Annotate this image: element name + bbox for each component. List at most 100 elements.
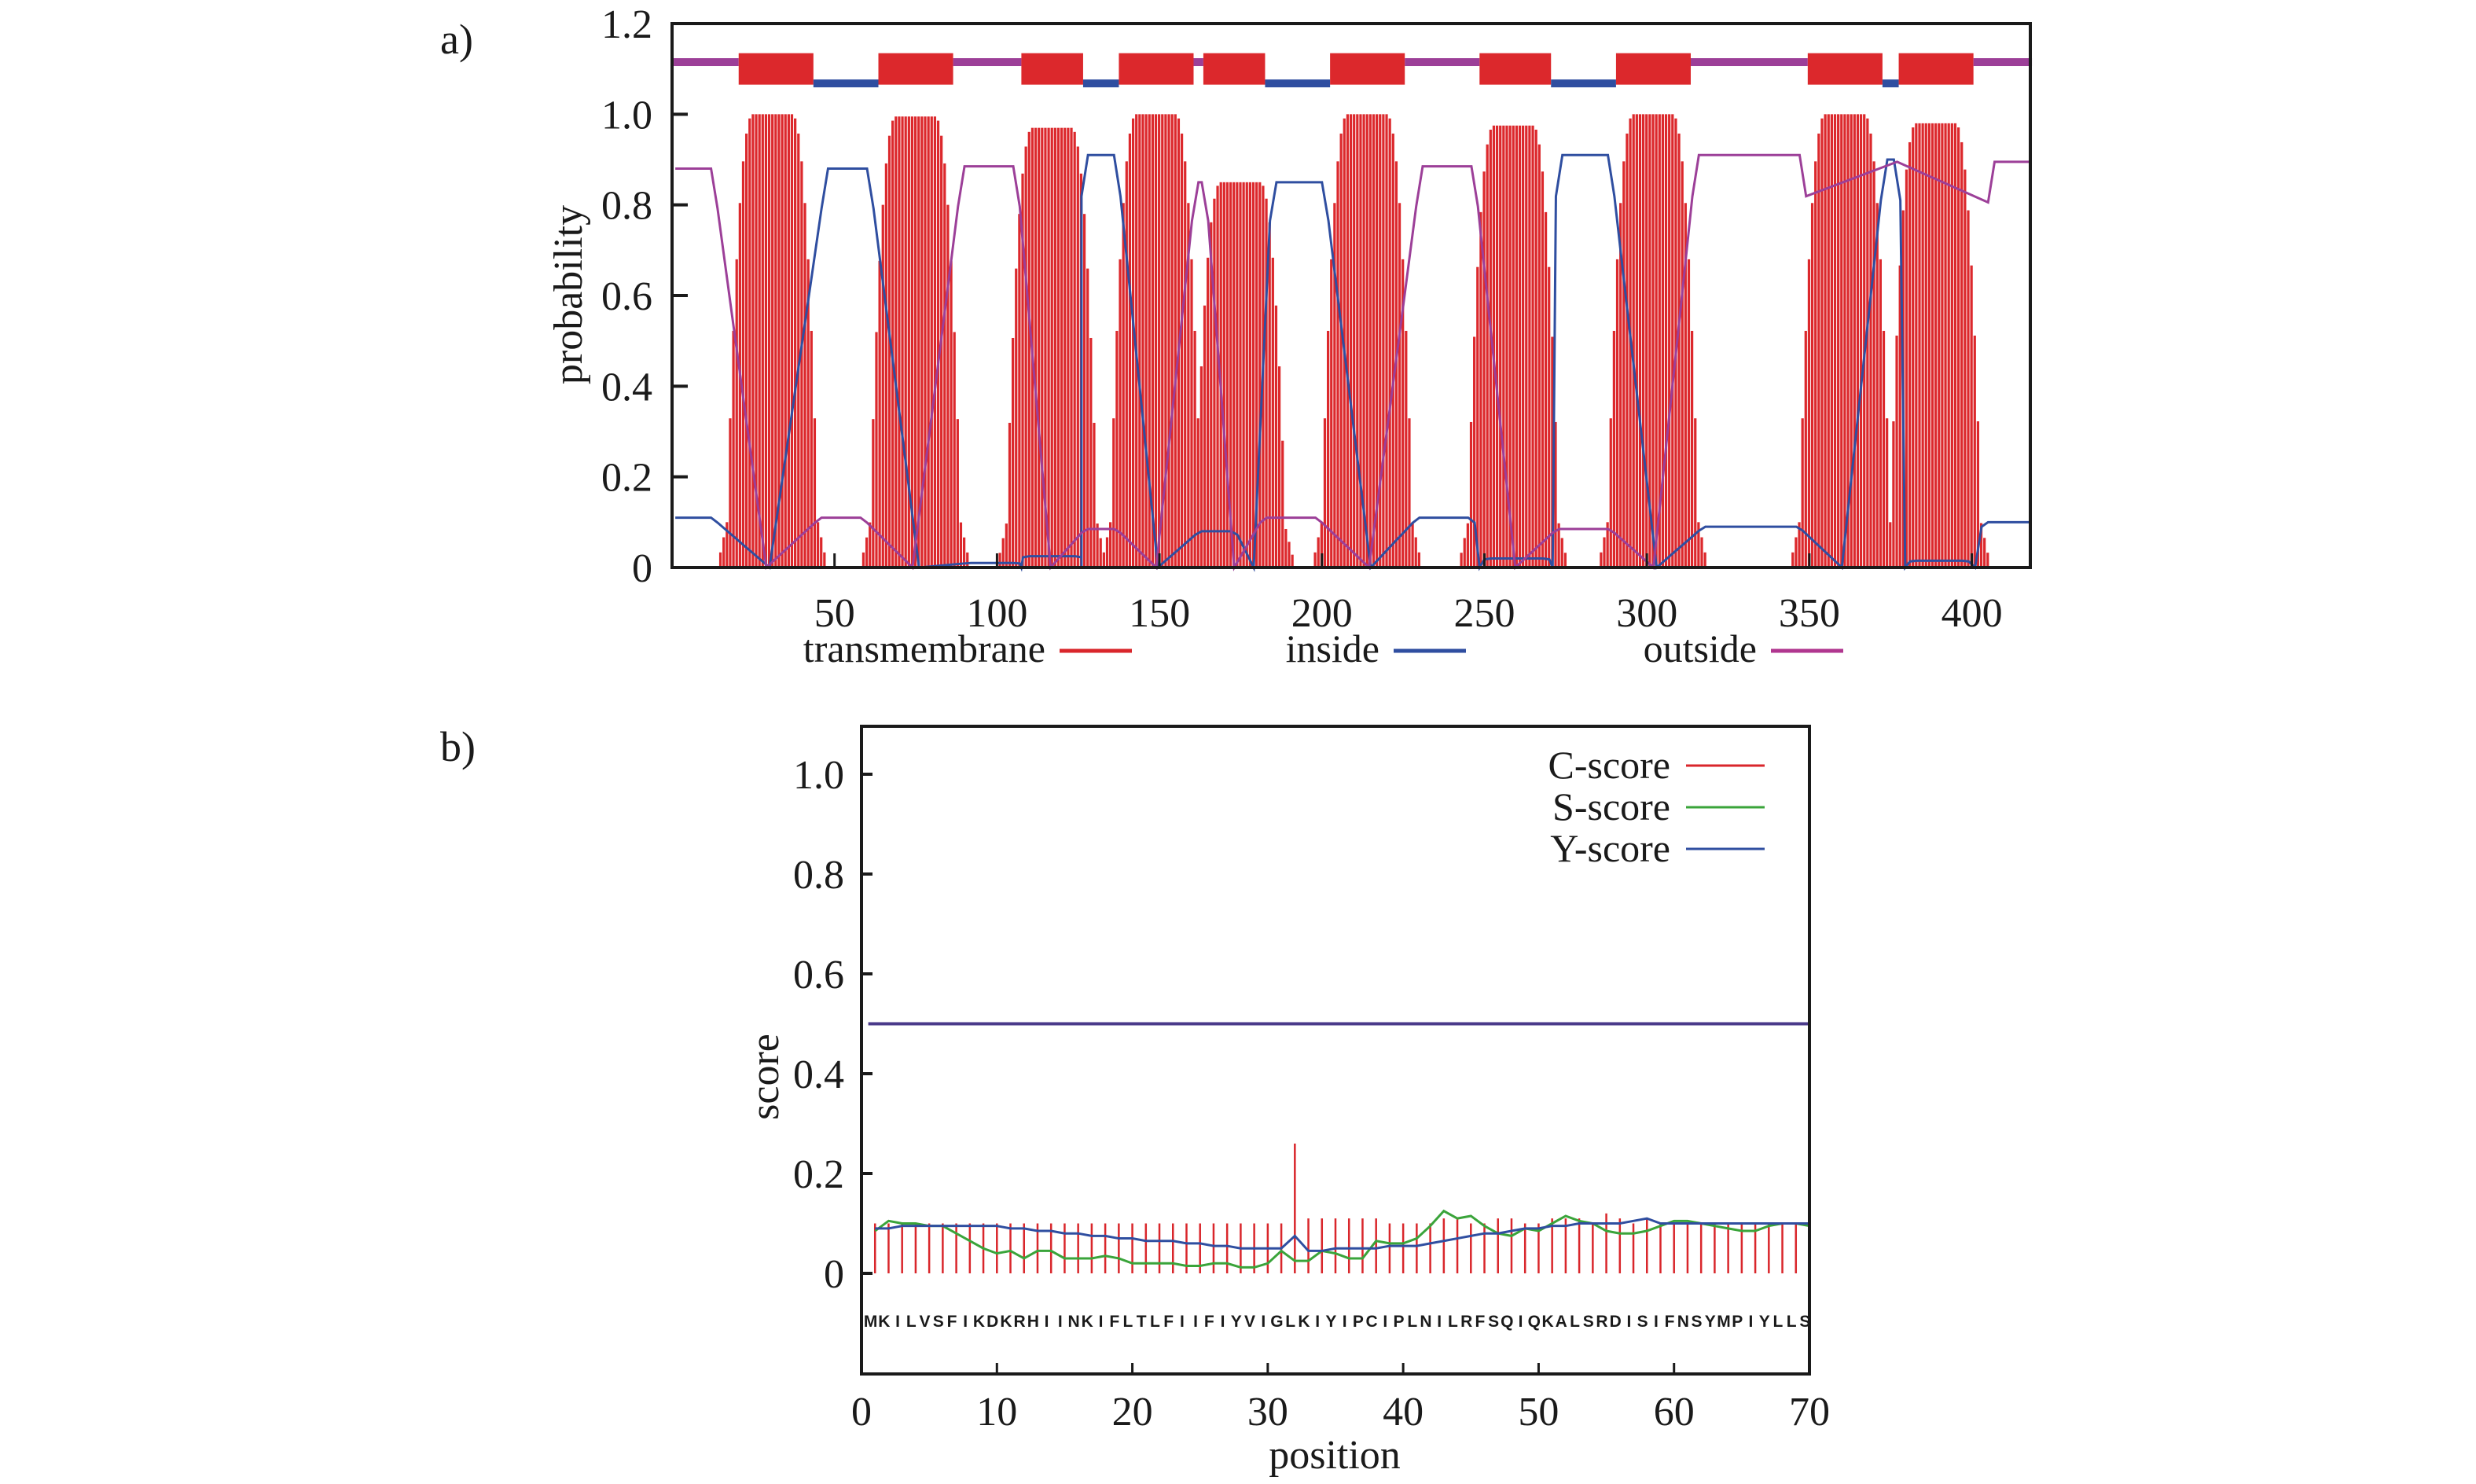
- tm-bar: [1515, 125, 1518, 568]
- sequence-residue: I: [1221, 1313, 1225, 1331]
- tm-bar: [966, 552, 969, 568]
- tm-bar: [735, 259, 738, 568]
- topology-segment-outside: [674, 58, 739, 67]
- tm-bar: [1664, 114, 1668, 568]
- legend-label-inside: inside: [1286, 626, 1379, 670]
- sequence-residue: R: [1460, 1313, 1472, 1331]
- tm-bar: [1330, 259, 1333, 568]
- tm-bar: [1021, 173, 1024, 568]
- tm-bar: [1346, 114, 1350, 568]
- tm-bar: [1924, 123, 1927, 568]
- tm-bar: [1158, 114, 1161, 568]
- tm-bar: [1820, 118, 1824, 568]
- topology-segment-transmembrane: [1898, 53, 1974, 85]
- tm-bar: [1934, 123, 1938, 568]
- tm-bar: [1810, 203, 1814, 568]
- tm-bar: [1791, 552, 1795, 568]
- tm-bar: [1795, 537, 1798, 568]
- topology-segment-transmembrane: [1021, 53, 1083, 85]
- x-tick-label-b: 30: [1247, 1390, 1288, 1434]
- tm-bar: [1398, 203, 1401, 568]
- panel-label-b: b): [440, 723, 476, 770]
- sequence-residue: A: [1556, 1313, 1567, 1331]
- sequence-residue: L: [1787, 1313, 1797, 1331]
- tm-bar: [1112, 418, 1115, 568]
- tm-bar: [884, 163, 887, 568]
- tm-bar: [755, 114, 758, 568]
- tm-bar: [1203, 305, 1207, 568]
- tm-bar: [1141, 114, 1144, 568]
- tm-bar: [1541, 171, 1545, 568]
- x-axis-title-b: position: [1269, 1433, 1401, 1478]
- tm-bar: [1131, 118, 1135, 568]
- sequence-residue: Y: [1231, 1313, 1242, 1331]
- tm-bar: [1463, 538, 1466, 568]
- sequence-residue: L: [906, 1313, 917, 1331]
- tm-bar: [820, 537, 823, 568]
- tm-bar: [1053, 127, 1056, 568]
- tm-bar: [813, 418, 817, 568]
- tm-bar: [1522, 125, 1525, 568]
- tm-bar: [1365, 114, 1368, 568]
- sequence-residue: R: [1596, 1313, 1607, 1331]
- tm-bar: [1528, 125, 1531, 568]
- tm-bar: [761, 114, 764, 568]
- tm-bar: [1376, 114, 1379, 568]
- tm-bar: [869, 522, 872, 568]
- sequence-residue: K: [1298, 1313, 1310, 1331]
- tm-bar: [1979, 523, 1983, 568]
- topology-segment-inside: [1265, 79, 1331, 88]
- tm-bar: [1560, 538, 1563, 568]
- tm-bar: [953, 332, 956, 568]
- sequence-residue: I: [1099, 1313, 1104, 1331]
- tm-bar: [1905, 169, 1908, 568]
- tm-bar: [1044, 127, 1047, 568]
- tm-bar: [781, 114, 784, 568]
- legend-a: transmembrane inside outside: [803, 626, 1843, 670]
- sequence-residue: D: [1610, 1313, 1622, 1331]
- tm-bar: [1411, 522, 1414, 568]
- tm-bar: [816, 522, 820, 568]
- topology-segment-transmembrane: [1330, 53, 1405, 85]
- tm-bar: [1863, 114, 1866, 568]
- tm-bar: [1603, 537, 1606, 568]
- x-tick-label-a: 50: [814, 591, 855, 636]
- tm-bar: [1677, 133, 1681, 568]
- tm-bar: [1086, 268, 1089, 568]
- tm-bar: [767, 114, 771, 568]
- tm-bar: [1210, 222, 1213, 568]
- tm-bar: [806, 259, 810, 568]
- tm-bar: [1853, 114, 1856, 568]
- tm-bar: [865, 537, 869, 568]
- tm-bar: [1798, 522, 1801, 568]
- tm-bar: [1619, 203, 1622, 568]
- tm-bar: [930, 116, 933, 568]
- tm-bar: [1222, 182, 1225, 568]
- tm-bar: [1921, 123, 1924, 568]
- sequence-residue: F: [1665, 1313, 1675, 1331]
- topology-segment-transmembrane: [738, 53, 814, 85]
- tm-bar: [1067, 127, 1070, 568]
- tm-bar: [1872, 161, 1875, 568]
- tm-bar: [1632, 114, 1635, 568]
- tm-bar: [1119, 259, 1122, 568]
- tm-bar: [1460, 553, 1463, 568]
- topology-segment-outside: [1405, 58, 1480, 67]
- sequence-residue: L: [1407, 1313, 1417, 1331]
- tm-bar: [1947, 123, 1950, 568]
- tm-bar: [1271, 257, 1274, 568]
- tm-bar: [907, 116, 910, 568]
- tm-bar: [920, 116, 924, 568]
- tm-bar: [1674, 118, 1677, 568]
- tm-bar: [1697, 522, 1700, 568]
- plot-frame-b: [860, 725, 1811, 1376]
- tm-bar: [940, 135, 943, 568]
- topology-segment-transmembrane: [878, 53, 953, 85]
- tm-bar: [803, 203, 806, 568]
- tm-bar: [1265, 198, 1268, 568]
- tm-bar: [1144, 114, 1148, 568]
- tm-bar: [1076, 146, 1079, 568]
- sequence-residue: V: [920, 1313, 931, 1331]
- tm-bar: [1856, 114, 1860, 568]
